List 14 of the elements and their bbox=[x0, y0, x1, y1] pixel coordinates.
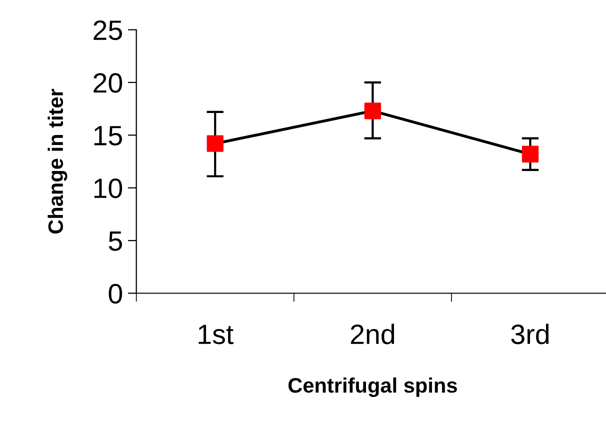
x-axis-title: Centrifugal spins bbox=[288, 377, 457, 397]
y-axis-title: Change in titer bbox=[48, 88, 68, 234]
point bbox=[522, 146, 539, 162]
point bbox=[206, 135, 224, 152]
x-tick-label: 1st bbox=[198, 324, 234, 344]
x-tick-label: 3rd bbox=[511, 324, 549, 344]
y-tick-label: 0 bbox=[108, 284, 122, 304]
y-tick-label: 10 bbox=[94, 178, 122, 198]
y-tick-label: 20 bbox=[94, 73, 122, 93]
point bbox=[364, 102, 382, 120]
y-tick-label: 5 bbox=[108, 232, 122, 251]
x-tick-label: 2nd bbox=[350, 324, 394, 344]
y-tick-label: 15 bbox=[94, 126, 122, 146]
y-tick-label: 25 bbox=[94, 20, 122, 40]
